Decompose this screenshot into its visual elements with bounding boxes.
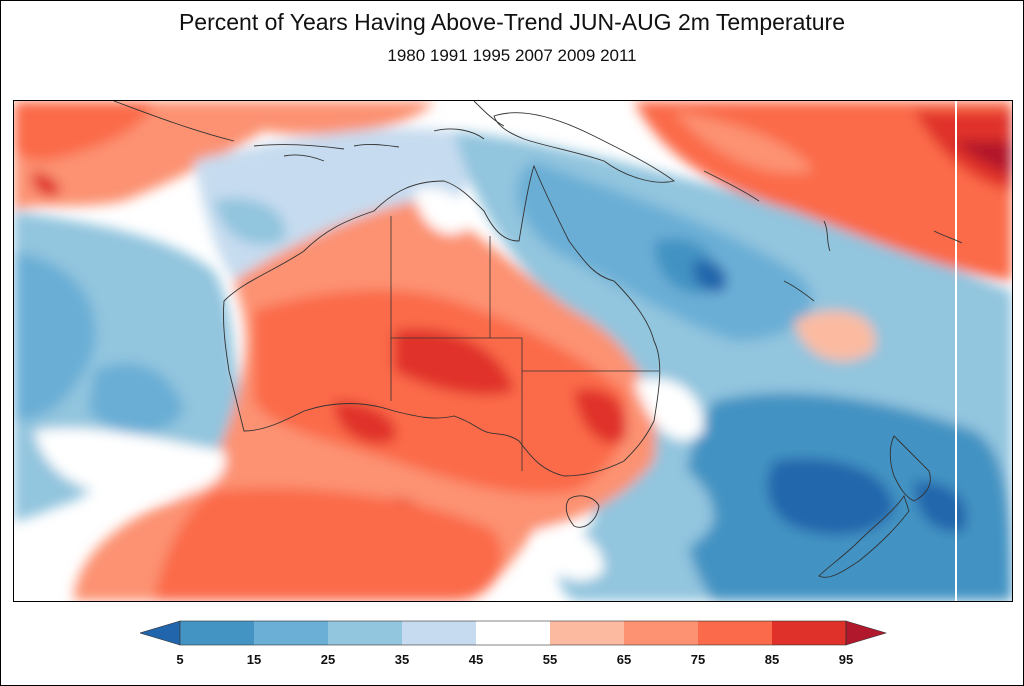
new-zealand-coastline — [889, 435, 931, 502]
coastlines — [113, 101, 963, 578]
new-guinea-coastline — [493, 112, 676, 183]
colorbar-segment — [550, 621, 624, 645]
map-title: Percent of Years Having Above-Trend JUN-… — [178, 9, 846, 35]
colorbar-segment — [624, 621, 698, 645]
colorbar-min-triangle — [138, 620, 181, 646]
colorbar-tick-label: 45 — [468, 652, 484, 667]
colorbar-segment — [254, 621, 328, 645]
temperature-field — [14, 101, 1012, 601]
australia-coastline — [223, 164, 661, 477]
colorbar-tick-label: 35 — [394, 652, 410, 667]
colorbar-tick-label: 5 — [176, 652, 184, 667]
colorbar-segment — [772, 621, 846, 645]
colorbar-segment — [180, 621, 254, 645]
colorbar-tick-label: 15 — [246, 652, 262, 667]
colorbar-segment — [698, 621, 772, 645]
colorbar-segment — [328, 621, 402, 645]
tasmania-coastline — [565, 495, 600, 528]
map-canvas — [14, 101, 1012, 601]
colorbar — [138, 618, 900, 668]
colorbar-tick-label: 95 — [838, 652, 854, 667]
colorbar-tick-label: 25 — [320, 652, 336, 667]
colorbar-tick-label: 65 — [616, 652, 632, 667]
map-panel — [13, 100, 1013, 602]
colorbar-tick-label: 85 — [764, 652, 780, 667]
colorbar-segment — [476, 621, 550, 645]
colorbar-segment — [402, 621, 476, 645]
colorbar-svg — [138, 620, 888, 646]
colorbar-max-triangle — [845, 620, 888, 646]
colorbar-tick-label: 55 — [542, 652, 558, 667]
map-subtitle: 1980 1991 1995 2007 2009 2011 — [387, 46, 637, 65]
colorbar-tick-label: 75 — [690, 652, 706, 667]
